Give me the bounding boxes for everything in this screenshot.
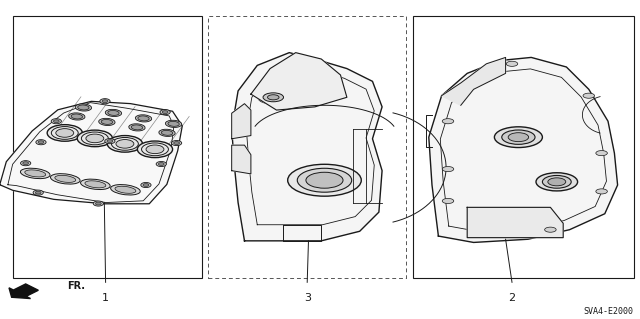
Ellipse shape — [168, 121, 179, 126]
Ellipse shape — [135, 115, 152, 122]
Text: SVA4-E2000: SVA4-E2000 — [584, 307, 634, 316]
Text: 3: 3 — [304, 293, 310, 303]
Ellipse shape — [68, 113, 85, 120]
Ellipse shape — [508, 133, 529, 142]
Ellipse shape — [99, 118, 115, 125]
Ellipse shape — [108, 136, 143, 152]
Ellipse shape — [47, 125, 83, 141]
Ellipse shape — [111, 185, 140, 195]
Ellipse shape — [71, 114, 83, 119]
Ellipse shape — [86, 134, 104, 143]
Ellipse shape — [583, 93, 595, 98]
Ellipse shape — [494, 127, 543, 147]
Ellipse shape — [36, 140, 46, 145]
Ellipse shape — [93, 201, 104, 206]
Ellipse shape — [53, 120, 59, 123]
Ellipse shape — [545, 227, 556, 232]
Ellipse shape — [543, 175, 571, 188]
Ellipse shape — [442, 198, 454, 204]
Ellipse shape — [81, 179, 110, 189]
Ellipse shape — [146, 145, 164, 154]
Polygon shape — [232, 104, 251, 139]
Polygon shape — [0, 101, 182, 204]
Bar — [13, 16, 202, 278]
Ellipse shape — [77, 130, 113, 147]
Ellipse shape — [263, 93, 284, 102]
Bar — [208, 16, 406, 278]
Polygon shape — [9, 284, 38, 299]
Ellipse shape — [131, 125, 143, 130]
Ellipse shape — [107, 140, 113, 143]
Ellipse shape — [162, 111, 168, 114]
Ellipse shape — [173, 142, 179, 145]
Ellipse shape — [116, 139, 134, 148]
Ellipse shape — [108, 110, 119, 115]
Ellipse shape — [298, 168, 352, 192]
Ellipse shape — [138, 141, 173, 158]
Ellipse shape — [77, 105, 89, 110]
Ellipse shape — [161, 130, 173, 135]
Ellipse shape — [75, 104, 92, 111]
Ellipse shape — [165, 120, 182, 127]
Text: FR.: FR. — [67, 280, 85, 291]
Ellipse shape — [141, 182, 151, 188]
Ellipse shape — [85, 181, 106, 188]
Bar — [413, 16, 634, 278]
Ellipse shape — [172, 140, 182, 145]
Ellipse shape — [596, 189, 607, 194]
Text: 2: 2 — [508, 293, 516, 303]
Text: 1: 1 — [102, 293, 109, 303]
Ellipse shape — [288, 164, 362, 196]
Ellipse shape — [268, 95, 279, 100]
Ellipse shape — [129, 124, 145, 131]
Ellipse shape — [35, 191, 41, 194]
Ellipse shape — [105, 109, 122, 116]
Ellipse shape — [502, 130, 535, 144]
Ellipse shape — [158, 163, 164, 166]
Ellipse shape — [160, 109, 170, 115]
Ellipse shape — [306, 172, 343, 188]
Ellipse shape — [51, 119, 61, 124]
Ellipse shape — [55, 175, 76, 182]
Ellipse shape — [115, 186, 136, 193]
Ellipse shape — [100, 99, 110, 104]
Ellipse shape — [51, 174, 80, 184]
Ellipse shape — [156, 161, 166, 167]
Ellipse shape — [23, 162, 29, 165]
Ellipse shape — [95, 202, 101, 205]
Ellipse shape — [442, 167, 454, 172]
Ellipse shape — [536, 173, 577, 191]
Ellipse shape — [20, 161, 31, 166]
Polygon shape — [232, 53, 382, 241]
Ellipse shape — [38, 141, 44, 144]
Ellipse shape — [442, 119, 454, 124]
Ellipse shape — [506, 61, 518, 66]
Ellipse shape — [258, 91, 289, 104]
Ellipse shape — [33, 190, 44, 195]
Ellipse shape — [102, 100, 108, 103]
Ellipse shape — [56, 129, 74, 137]
Ellipse shape — [20, 168, 50, 179]
Ellipse shape — [159, 129, 175, 137]
Ellipse shape — [143, 183, 149, 186]
Polygon shape — [251, 53, 347, 110]
Polygon shape — [429, 57, 618, 242]
Ellipse shape — [101, 119, 113, 124]
Ellipse shape — [25, 170, 45, 177]
Ellipse shape — [105, 138, 115, 144]
Ellipse shape — [548, 178, 566, 186]
Ellipse shape — [138, 116, 149, 121]
Polygon shape — [232, 145, 251, 174]
Polygon shape — [467, 207, 563, 238]
Ellipse shape — [596, 151, 607, 156]
Polygon shape — [442, 57, 506, 105]
